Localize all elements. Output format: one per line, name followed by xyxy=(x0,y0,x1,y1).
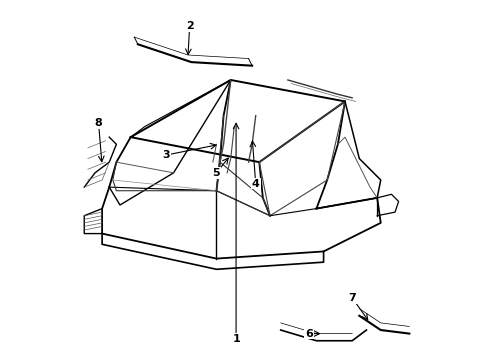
Text: 4: 4 xyxy=(252,179,260,189)
Text: 6: 6 xyxy=(305,329,313,339)
Text: 8: 8 xyxy=(95,118,102,128)
Text: 3: 3 xyxy=(163,150,170,160)
Text: 7: 7 xyxy=(348,293,356,303)
Text: 2: 2 xyxy=(186,21,194,31)
Text: 1: 1 xyxy=(232,334,240,344)
Text: 5: 5 xyxy=(213,168,220,178)
